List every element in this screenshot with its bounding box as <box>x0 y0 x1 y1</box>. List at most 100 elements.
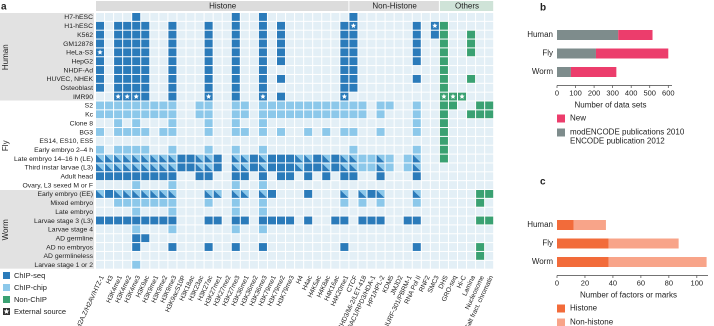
row-label: HUVEC, NHEK <box>47 76 94 83</box>
cell <box>340 83 349 92</box>
cell <box>394 83 403 92</box>
cell <box>105 66 114 74</box>
cell <box>177 39 186 48</box>
cell <box>258 198 267 207</box>
cell <box>132 57 141 66</box>
cell <box>222 48 231 57</box>
cell <box>476 251 485 260</box>
cell <box>322 207 331 216</box>
cell <box>349 101 358 110</box>
cell <box>213 260 222 269</box>
cell-chip-chip <box>231 190 240 198</box>
cell <box>150 21 159 30</box>
cell <box>141 260 150 269</box>
cell <box>222 216 231 225</box>
cell <box>277 39 286 48</box>
cell <box>340 57 349 66</box>
cell <box>286 101 295 110</box>
legend-swatch <box>557 304 565 313</box>
legend-label: ChIP-chip <box>14 283 47 292</box>
cell-chip-chip <box>240 190 249 198</box>
cell <box>204 110 213 119</box>
cell <box>467 225 476 234</box>
cell <box>485 154 494 163</box>
cell <box>195 190 204 198</box>
cell <box>304 110 313 119</box>
cell <box>485 119 494 128</box>
cell <box>240 110 249 119</box>
external-star <box>97 49 103 55</box>
cell <box>231 92 240 101</box>
x-axis-label: Number of data sets <box>574 101 646 110</box>
cell <box>367 119 376 128</box>
cell <box>340 13 349 21</box>
cell <box>376 119 385 128</box>
cell <box>159 207 168 216</box>
cell <box>123 234 132 243</box>
cell <box>186 66 195 74</box>
cell <box>286 39 295 48</box>
cell <box>439 198 448 207</box>
cell <box>358 154 367 163</box>
cell <box>313 251 322 260</box>
cell <box>177 163 186 172</box>
cell <box>313 48 322 57</box>
cell <box>240 145 249 154</box>
cell <box>177 128 186 136</box>
cell <box>240 92 249 101</box>
cell <box>186 128 195 136</box>
cell <box>421 13 430 21</box>
cell <box>249 190 258 198</box>
cell <box>96 30 105 39</box>
cell <box>430 145 439 154</box>
cell <box>213 145 222 154</box>
cell <box>385 181 394 189</box>
legend-label: ChIP-seq <box>14 271 45 280</box>
cell <box>159 101 168 110</box>
cell <box>376 198 385 207</box>
cell <box>485 39 494 48</box>
cell <box>458 243 467 251</box>
cell <box>159 57 168 66</box>
cell <box>476 30 485 39</box>
cell-chip-seq <box>258 154 267 163</box>
cell <box>376 181 385 189</box>
cell <box>222 251 231 260</box>
cell <box>476 198 485 207</box>
cell <box>186 234 195 243</box>
cell <box>358 243 367 251</box>
cell <box>385 234 394 243</box>
cell <box>485 48 494 57</box>
cell-chip-seq <box>412 163 421 172</box>
cell <box>331 172 340 181</box>
cell <box>105 128 114 136</box>
cell <box>322 21 331 30</box>
cell <box>403 48 412 57</box>
cell <box>168 39 177 48</box>
cell <box>349 110 358 119</box>
cell <box>267 251 276 260</box>
cell <box>249 21 258 30</box>
cell <box>439 190 448 198</box>
cell <box>222 30 231 39</box>
cell <box>458 251 467 260</box>
cell <box>394 48 403 57</box>
cell <box>213 225 222 234</box>
cell <box>394 154 403 163</box>
cell <box>304 92 313 101</box>
cell <box>168 225 177 234</box>
cell <box>195 216 204 225</box>
cell-chip-chip <box>150 190 159 198</box>
cell <box>358 145 367 154</box>
cell <box>304 13 313 21</box>
cell <box>195 66 204 74</box>
row-label: NHDF-Ad <box>64 67 94 74</box>
cell <box>286 172 295 181</box>
cell-chip-seq <box>150 163 159 172</box>
cell <box>485 172 494 181</box>
cell <box>132 234 141 243</box>
legend-label: Histone <box>570 304 598 313</box>
cell <box>421 190 430 198</box>
external-star <box>124 93 130 99</box>
cell <box>141 128 150 136</box>
